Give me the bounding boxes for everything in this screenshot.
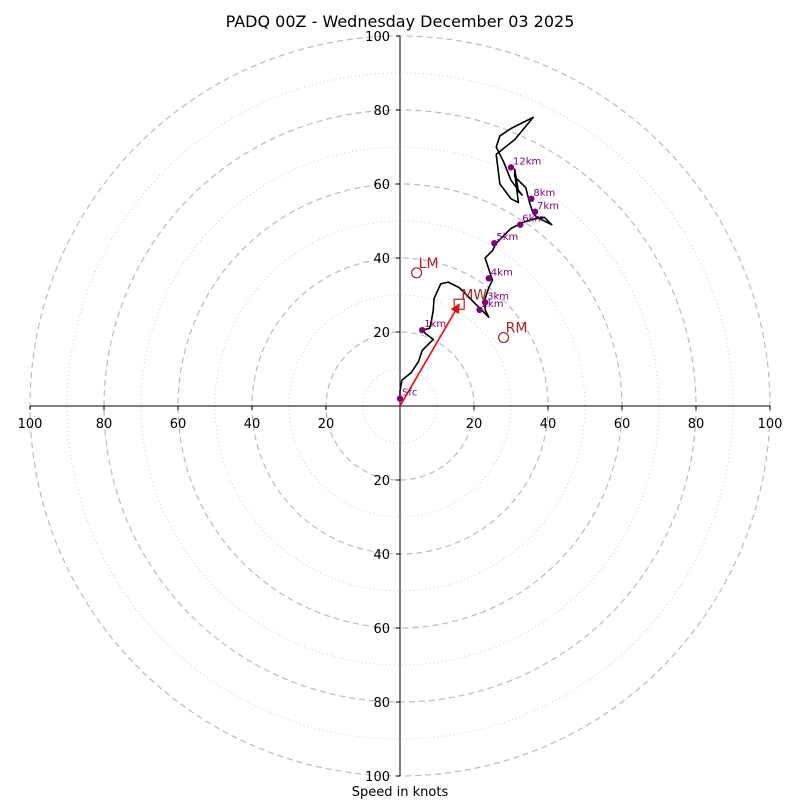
height-point xyxy=(531,208,539,215)
tick-label: 20 xyxy=(373,326,390,341)
height-point xyxy=(491,240,498,247)
tick-label: 40 xyxy=(373,548,390,563)
tick-labels: 20 20 20 20 40 40 40 40 60 60 60 60 80 80 80 80 100 100 10… xyxy=(18,30,783,785)
hodograph-line xyxy=(399,116,553,399)
height-point xyxy=(517,221,524,228)
tick-label: 20 xyxy=(318,417,335,432)
shear-vector-arrow xyxy=(399,303,460,407)
chart-title: PADQ 00Z - Wednesday December 03 2025 xyxy=(226,12,575,31)
tick-label: 80 xyxy=(96,417,113,432)
tick-label: 60 xyxy=(373,622,390,637)
tick-label: 20 xyxy=(466,417,483,432)
storm-motion-marker xyxy=(411,267,423,279)
height-point xyxy=(528,195,535,202)
height-point xyxy=(476,306,483,313)
height-label: 4km xyxy=(491,267,513,278)
height-label: 7km xyxy=(537,201,559,212)
x-axis-label: Speed in knots xyxy=(352,785,449,800)
height-label: 5km xyxy=(496,232,518,243)
tick-label: 60 xyxy=(373,178,390,193)
height-point xyxy=(507,164,515,171)
storm-motion-marker xyxy=(453,298,465,310)
tick-label: 60 xyxy=(614,417,631,432)
tick-label: 40 xyxy=(373,252,390,267)
storm-motion-markers: LM RM MW xyxy=(411,256,528,344)
storm-motion-label: LM xyxy=(419,256,439,272)
storm-motion-label: MW xyxy=(461,287,487,303)
tick-label: 20 xyxy=(373,474,390,489)
tick-label: 80 xyxy=(688,417,705,432)
tick-label: 100 xyxy=(365,770,390,785)
height-label: 8km xyxy=(533,188,555,199)
height-point xyxy=(419,326,426,334)
tick-label: 60 xyxy=(170,417,187,432)
height-label: 2km xyxy=(482,299,504,310)
tick-label: 40 xyxy=(540,417,557,432)
height-label: 3km xyxy=(487,291,509,302)
height-label: 12km xyxy=(513,156,541,167)
tick-label: 80 xyxy=(373,696,390,711)
tick-label: 100 xyxy=(365,30,390,45)
storm-motion-marker xyxy=(498,331,510,344)
height-point xyxy=(481,299,489,306)
height-label: 1km xyxy=(424,319,446,330)
height-label: Sfc xyxy=(402,388,417,399)
tick-label: 100 xyxy=(758,417,783,432)
tick-label: 100 xyxy=(18,417,43,432)
height-label: 6km xyxy=(522,214,544,225)
hodograph-trace xyxy=(399,116,553,407)
tick-label: 80 xyxy=(373,104,390,119)
tick-label: 40 xyxy=(244,417,261,432)
height-point xyxy=(396,395,404,402)
storm-motion-label: RM xyxy=(506,321,528,337)
height-point xyxy=(485,275,492,282)
